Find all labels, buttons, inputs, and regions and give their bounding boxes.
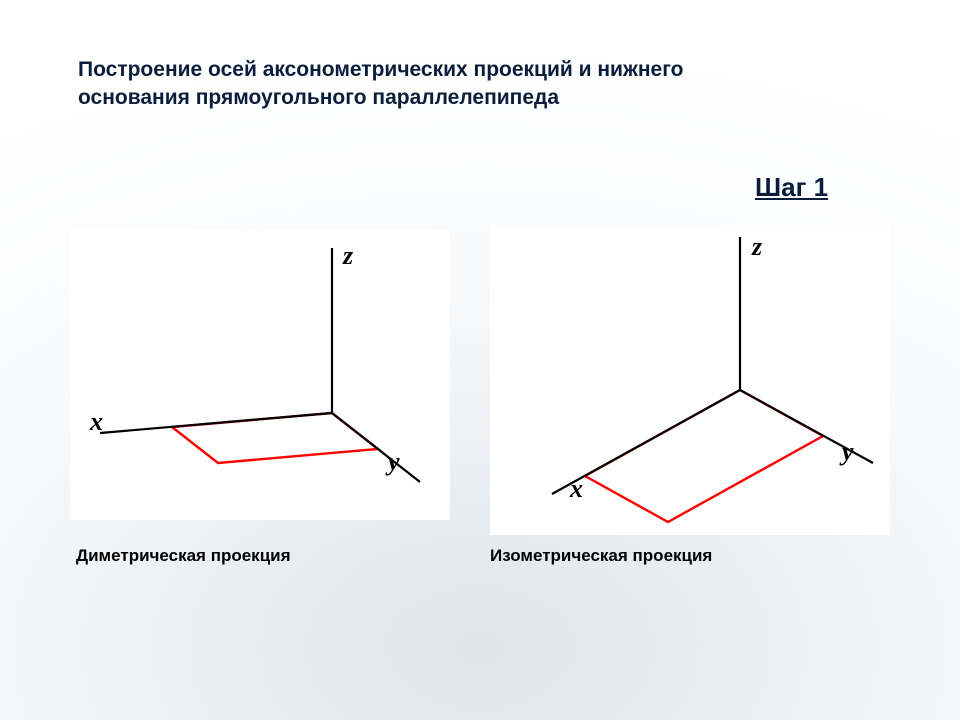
isometric-caption: Изометрическая проекция — [490, 546, 712, 566]
step-label: Шаг 1 — [755, 172, 828, 203]
dimetric-axes — [100, 248, 420, 482]
dimetric-base-poly — [172, 413, 378, 463]
dimetric-x-label: x — [89, 407, 103, 436]
isometric-z-label: z — [751, 232, 763, 261]
title-line-1: Построение осей аксонометрических проекц… — [78, 58, 684, 81]
dimetric-y-axis — [332, 413, 420, 482]
isometric-y-label: y — [839, 437, 854, 466]
dimetric-x-axis — [100, 413, 332, 433]
isometric-diagram: x y z — [490, 225, 890, 535]
isometric-axes — [552, 237, 873, 494]
dimetric-diagram: x y z — [70, 230, 450, 520]
isometric-panel: x y z — [490, 225, 890, 535]
dimetric-panel: x y z — [70, 230, 450, 520]
dimetric-caption: Диметрическая проекция — [76, 546, 291, 566]
dimetric-base-shape — [172, 413, 378, 463]
dimetric-z-label: z — [342, 241, 354, 270]
isometric-x-label: x — [569, 474, 583, 503]
title-line-2: основания прямоугольного параллелепипеда — [78, 86, 559, 109]
page-title: Построение осей аксонометрических проекц… — [78, 56, 684, 113]
dimetric-y-label: y — [385, 447, 400, 476]
